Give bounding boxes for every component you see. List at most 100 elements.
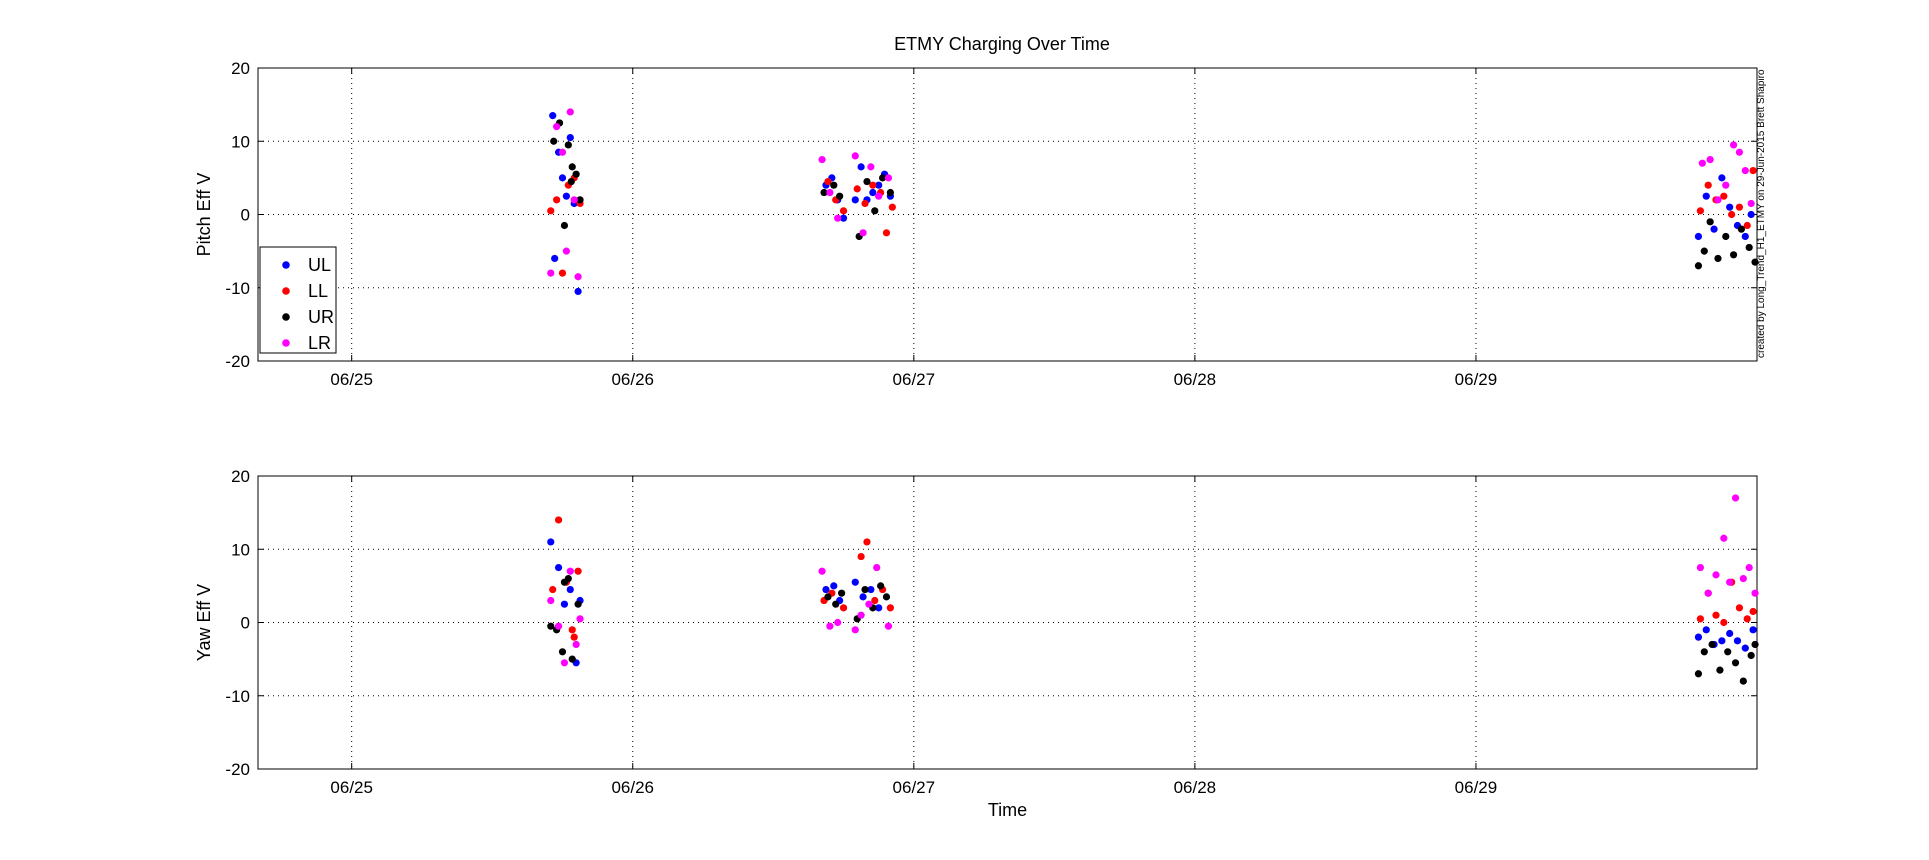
data-point-UR	[547, 622, 555, 630]
data-point-UR	[832, 600, 840, 608]
x-tick-label: 06/25	[330, 370, 373, 389]
data-point-UR	[886, 188, 894, 197]
legend-label-LR: LR	[308, 333, 331, 353]
y-tick-label: 0	[241, 614, 250, 633]
data-point-UL	[562, 192, 570, 200]
data-point-UL	[1718, 637, 1726, 645]
legend-label-LL: LL	[308, 281, 328, 301]
data-point-UL	[1749, 626, 1757, 634]
data-point-LL	[1704, 181, 1712, 189]
data-point-UL	[867, 585, 875, 594]
data-point-UL	[566, 585, 574, 594]
data-point-LL	[549, 585, 557, 594]
data-point-UL	[851, 196, 859, 204]
data-point-UL	[859, 593, 867, 601]
data-point-LR	[1739, 574, 1747, 583]
data-point-UL	[549, 112, 557, 120]
data-point-UR	[863, 177, 871, 186]
data-point-UL	[822, 585, 830, 594]
y-tick-label: 20	[231, 467, 250, 486]
data-point-LL	[568, 626, 576, 634]
legend-marker-UR	[282, 313, 290, 321]
data-point-UL	[547, 538, 555, 546]
data-point-UL	[1726, 629, 1734, 638]
data-point-LR	[834, 618, 842, 627]
data-point-UR	[824, 593, 832, 601]
data-point-LR	[834, 214, 842, 222]
series-LR	[547, 108, 1755, 281]
legend-label-UL: UL	[308, 255, 331, 275]
data-point-UR	[567, 177, 575, 186]
data-point-UL	[875, 181, 883, 189]
data-point-LL	[1712, 611, 1720, 619]
data-point-LL	[1735, 203, 1744, 211]
data-point-UR	[568, 163, 576, 171]
chart-title: ETMY Charging Over Time	[894, 34, 1110, 54]
data-point-LR	[884, 622, 893, 630]
y-axis-label: Pitch Eff V	[194, 173, 214, 257]
data-point-LR	[558, 148, 567, 156]
data-point-LL	[570, 633, 578, 641]
data-point-LL	[886, 604, 894, 612]
data-point-LL	[554, 516, 563, 524]
y-tick-label: -20	[225, 352, 250, 371]
data-point-UR	[572, 170, 580, 178]
axes-box	[257, 475, 1758, 770]
data-point-UR	[1739, 677, 1747, 685]
x-axis-label: Time	[988, 800, 1027, 820]
data-point-LR	[1698, 159, 1706, 167]
data-point-UR	[1716, 666, 1724, 674]
data-point-LL	[839, 604, 848, 612]
data-point-UR	[560, 221, 569, 230]
chart-panel-1: -20 -10 0 10 20 06/25 06/26 06/27 06/28 06/29 Pitc…	[194, 59, 1759, 389]
data-point-UR	[1751, 640, 1759, 649]
data-point-LL	[1720, 192, 1728, 200]
data-point-LL	[863, 538, 871, 546]
data-point-LR	[859, 229, 867, 237]
y-tick-label: 10	[231, 540, 250, 559]
series-LL	[549, 516, 1757, 641]
data-point-LR	[1751, 589, 1759, 597]
data-point-UR	[1700, 247, 1708, 255]
x-tick-label: 06/29	[1455, 370, 1498, 389]
legend: UL LL UR LR	[259, 246, 337, 354]
data-point-UR	[1751, 258, 1759, 266]
series-UR	[550, 119, 1759, 270]
data-point-LL	[574, 567, 582, 575]
data-point-UR	[820, 188, 828, 197]
data-point-UR	[1729, 251, 1738, 259]
x-tick-label: 06/27	[893, 778, 936, 797]
data-point-UR	[1722, 232, 1730, 241]
chart-panels: -20 -10 0 10 20 06/25 06/26 06/27 06/28 06/29 Pitc…	[194, 59, 1759, 820]
data-point-LL	[1720, 618, 1728, 627]
data-point-UL	[551, 254, 559, 263]
data-point-UL	[830, 582, 838, 590]
x-tick-label: 06/26	[611, 370, 654, 389]
data-point-UL	[857, 163, 865, 171]
data-point-LR	[1726, 578, 1734, 586]
data-point-UR	[568, 655, 576, 663]
data-point-LR	[1731, 494, 1740, 502]
series-UL	[549, 112, 1755, 296]
data-point-UR	[1708, 640, 1716, 649]
legend-box	[259, 246, 337, 354]
chart-panel-2: -20 -10 0 10 20 06/25 06/26 06/27 06/28 06/29 Yaw …	[194, 467, 1759, 820]
data-point-LR	[574, 273, 582, 281]
data-point-LR	[857, 611, 865, 619]
y-tick-label: -10	[225, 687, 250, 706]
data-point-LL	[861, 199, 869, 208]
data-point-LR	[570, 196, 578, 204]
data-point-LR	[554, 622, 563, 630]
data-point-UR	[1747, 651, 1755, 660]
data-point-LL	[871, 596, 879, 605]
data-point-LL	[547, 207, 555, 215]
y-axis-label: Yaw Eff V	[194, 584, 214, 661]
data-point-LR	[826, 622, 834, 630]
data-point-LR	[818, 567, 826, 575]
data-point-LL	[553, 196, 561, 204]
data-point-UL	[1710, 225, 1718, 233]
data-point-LR	[1745, 563, 1753, 572]
data-point-LR	[818, 155, 826, 164]
data-point-UR	[1737, 225, 1745, 233]
